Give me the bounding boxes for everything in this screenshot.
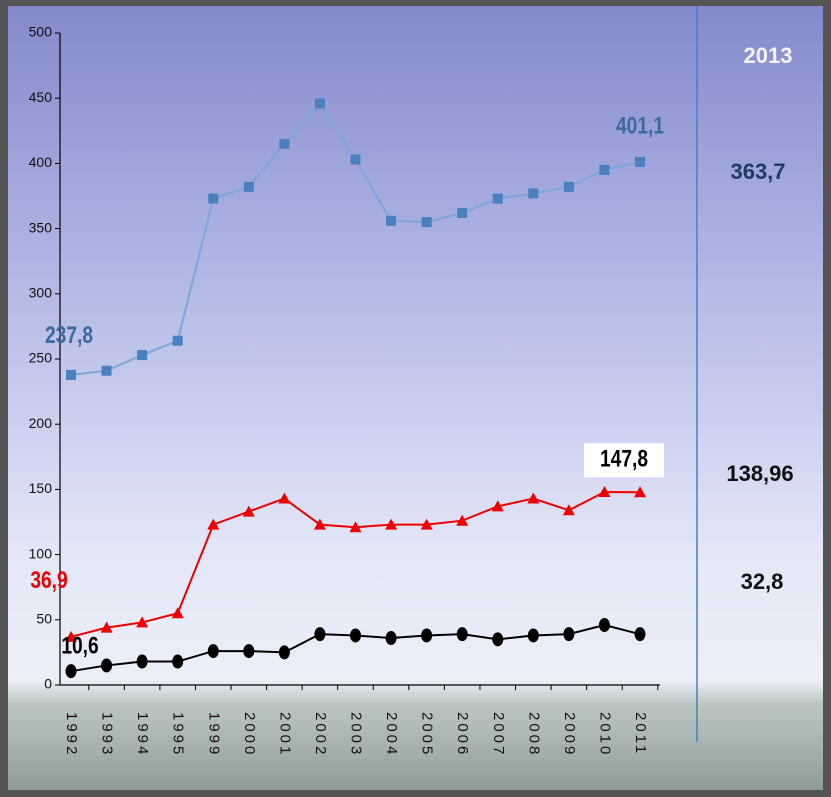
x-tick-label: 2007 <box>490 712 507 757</box>
marker <box>207 644 219 659</box>
marker <box>350 154 361 165</box>
marker <box>171 607 184 619</box>
x-tick-label: 2009 <box>561 712 578 757</box>
label-box <box>584 443 664 478</box>
marker <box>100 621 113 633</box>
marker <box>65 630 77 642</box>
marker <box>420 518 433 530</box>
marker <box>66 369 76 380</box>
y-tick-label: 100 <box>29 545 53 561</box>
data-label: 36,9 <box>30 566 67 594</box>
x-tick-label: 2002 <box>312 712 329 757</box>
side-title: 2013 <box>744 43 793 68</box>
y-tick-label: 0 <box>44 676 52 692</box>
x-tick-label: 2004 <box>383 712 400 757</box>
marker <box>207 518 220 530</box>
x-tick-label: 2001 <box>276 712 293 757</box>
marker <box>421 628 433 643</box>
x-tick-label: 2010 <box>596 712 613 757</box>
marker <box>278 492 291 504</box>
marker <box>136 654 148 669</box>
marker <box>599 164 610 175</box>
marker <box>242 505 255 517</box>
marker <box>598 618 610 633</box>
y-tick-label: 150 <box>29 480 53 496</box>
marker <box>528 188 539 199</box>
marker <box>208 193 219 204</box>
x-tick-label: 2008 <box>525 712 542 757</box>
y-tick-label: 50 <box>36 611 52 627</box>
marker <box>243 181 254 192</box>
marker <box>386 215 397 226</box>
y-tick-label: 350 <box>29 219 53 235</box>
marker <box>385 518 398 530</box>
y-tick-label: 400 <box>29 154 53 170</box>
x-tick-label: 2005 <box>419 712 436 757</box>
data-label: 10,6 <box>61 631 98 659</box>
marker <box>172 654 184 669</box>
x-tick-label: 1994 <box>134 712 151 757</box>
x-tick-label: 2006 <box>454 712 471 757</box>
x-tick-label: 1993 <box>99 712 116 757</box>
x-tick-label: 1999 <box>205 712 222 757</box>
marker <box>279 138 290 149</box>
marker <box>492 193 503 204</box>
marker <box>350 628 361 643</box>
marker <box>172 335 183 346</box>
marker <box>527 628 539 643</box>
marker <box>314 98 325 109</box>
y-tick-label: 500 <box>29 24 53 40</box>
marker <box>314 627 326 642</box>
marker <box>491 500 504 512</box>
x-tick-label: 1992 <box>63 712 80 757</box>
x-tick-label: 2003 <box>348 712 365 757</box>
marker <box>562 504 575 516</box>
data-label: 147,8 <box>600 445 648 473</box>
marker <box>278 645 290 660</box>
marker <box>101 658 113 673</box>
y-tick-label: 200 <box>29 415 53 431</box>
marker <box>527 492 540 504</box>
marker <box>563 627 575 642</box>
marker <box>421 217 432 228</box>
side-value: 363,7 <box>730 159 785 184</box>
marker <box>635 156 645 167</box>
x-tick-label: 2011 <box>632 712 649 756</box>
marker <box>136 616 149 628</box>
marker <box>563 181 574 192</box>
marker <box>243 644 255 659</box>
marker <box>634 627 646 642</box>
panel <box>8 6 823 790</box>
marker <box>492 632 504 647</box>
side-value: 138,96 <box>726 461 793 486</box>
marker <box>313 518 326 530</box>
y-tick-label: 300 <box>29 285 53 301</box>
marker <box>349 521 362 533</box>
y-tick-label: 450 <box>29 89 53 105</box>
marker <box>101 365 112 376</box>
marker <box>65 664 77 679</box>
marker <box>456 627 468 642</box>
y-tick-label: 250 <box>29 350 53 366</box>
marker <box>456 514 469 526</box>
marker <box>137 350 148 361</box>
side-value: 32,8 <box>741 569 784 594</box>
data-label: 237,8 <box>45 321 93 349</box>
x-tick-label: 1995 <box>170 712 187 757</box>
x-tick-label: 2000 <box>241 712 258 757</box>
data-label: 401,1 <box>616 111 664 139</box>
marker <box>634 486 646 498</box>
marker <box>457 207 468 218</box>
marker <box>385 631 397 646</box>
marker <box>598 486 611 498</box>
